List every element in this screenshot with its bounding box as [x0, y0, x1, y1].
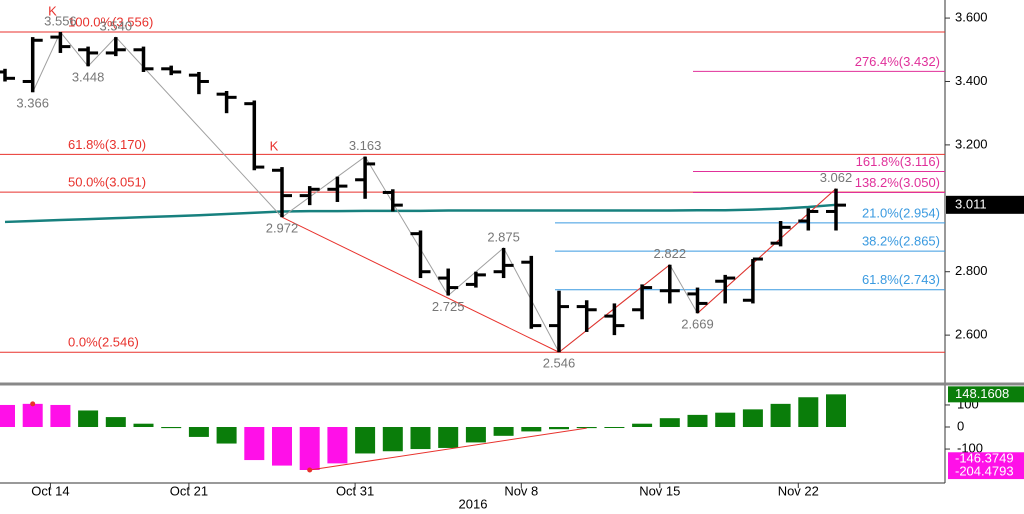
last-price-label: 3.011 — [955, 196, 987, 211]
x-tick-label: Nov 22 — [778, 483, 819, 498]
histogram-bar — [576, 427, 597, 429]
histogram-bar — [78, 410, 99, 428]
fib-label: 138.2%(3.050) — [855, 175, 940, 190]
fib-label: 61.8%(3.170) — [68, 137, 146, 152]
swing-label: 2.875 — [487, 229, 520, 244]
swing-label: 2.546 — [543, 356, 576, 371]
histogram-bar — [770, 403, 791, 428]
histogram-bar — [465, 427, 486, 443]
signal-marker: K — [270, 139, 279, 154]
x-tick-label: Nov 15 — [639, 483, 680, 498]
histogram-bar — [161, 427, 182, 429]
fib-label: 161.8%(3.116) — [856, 154, 940, 169]
histogram-bar — [549, 427, 569, 430]
divergence-line — [309, 427, 587, 471]
fib-label: 50.0%(3.051) — [68, 175, 146, 190]
fib-label: 0.0%(2.546) — [68, 335, 139, 350]
swing-label: 3.062 — [820, 170, 853, 185]
last-value-box — [948, 386, 1024, 403]
fib-label: 21.0%(2.954) — [862, 205, 940, 220]
swing-label: 2.669 — [681, 317, 714, 332]
fib-label: 61.8%(2.743) — [862, 272, 940, 287]
y-tick-label: 3.400 — [955, 73, 988, 88]
fib-label: 38.2%(2.865) — [862, 234, 940, 249]
histogram-bar — [355, 427, 376, 454]
histogram-bar — [521, 427, 542, 432]
y2-tick-label: 0 — [957, 418, 964, 433]
last-price-box — [946, 195, 1024, 214]
histogram-bar — [659, 418, 680, 428]
swing-label: 3.366 — [16, 96, 49, 111]
histogram-bar — [410, 427, 431, 450]
histogram-bar — [272, 427, 292, 466]
last-value-label: 148.1608 — [955, 386, 1009, 401]
readout-label: -204.4793 — [955, 464, 1014, 479]
x-axis-year: 2016 — [459, 496, 488, 511]
y-tick-label: 3.600 — [955, 10, 988, 25]
histogram-bar — [826, 394, 846, 428]
histogram-bar — [244, 427, 265, 461]
readout-label: -146.3749 — [955, 451, 1014, 466]
y-tick-label: 2.600 — [955, 327, 988, 342]
signal-marker: K — [48, 3, 57, 18]
histogram-bar — [299, 427, 320, 470]
swing-label: 2.725 — [432, 299, 465, 314]
x-tick-label: Nov 8 — [504, 483, 538, 498]
histogram-bar — [438, 427, 459, 448]
histogram-bar — [742, 409, 763, 428]
y-tick-label: 2.800 — [955, 263, 988, 278]
histogram-bar — [493, 427, 514, 436]
histogram-bar — [22, 403, 43, 428]
histogram-bar — [188, 427, 209, 437]
swing-label: 3.448 — [72, 70, 105, 85]
histogram-bar — [133, 423, 154, 428]
histogram-bar — [382, 427, 403, 452]
trend-line — [281, 216, 560, 353]
y2-tick-label: -100 — [957, 440, 983, 455]
y-tick-label: 3.200 — [955, 136, 988, 151]
swing-label: 3.163 — [349, 138, 382, 153]
swing-label: 3.540 — [100, 19, 133, 34]
histogram-bar — [0, 404, 15, 428]
histogram-bar — [687, 414, 708, 428]
trend-line — [697, 188, 837, 314]
swing-label: 2.972 — [266, 221, 299, 236]
histogram-bar — [715, 412, 736, 428]
histogram-bar — [50, 404, 71, 428]
fib-label: 100.0%(3.556) — [68, 14, 153, 29]
x-tick-label: Oct 31 — [336, 483, 374, 498]
divergence-dot — [30, 401, 36, 407]
fib-label: 276.4%(3.432) — [855, 54, 940, 69]
histogram-bar — [604, 427, 625, 429]
moving-average — [4, 203, 837, 224]
readout-box — [948, 452, 1024, 467]
histogram-bar — [632, 423, 653, 428]
histogram-bar — [216, 427, 237, 444]
swing-label: 3.556 — [44, 13, 77, 28]
histogram-bar — [105, 417, 126, 428]
histogram-bar — [798, 397, 819, 428]
readout-box — [948, 465, 1024, 480]
x-tick-label: Oct 14 — [31, 483, 69, 498]
swing-label: 2.822 — [654, 246, 687, 261]
zigzag — [32, 31, 837, 354]
histogram-bar — [327, 427, 348, 464]
x-tick-label: Oct 21 — [170, 483, 208, 498]
divergence-dot — [307, 467, 313, 473]
